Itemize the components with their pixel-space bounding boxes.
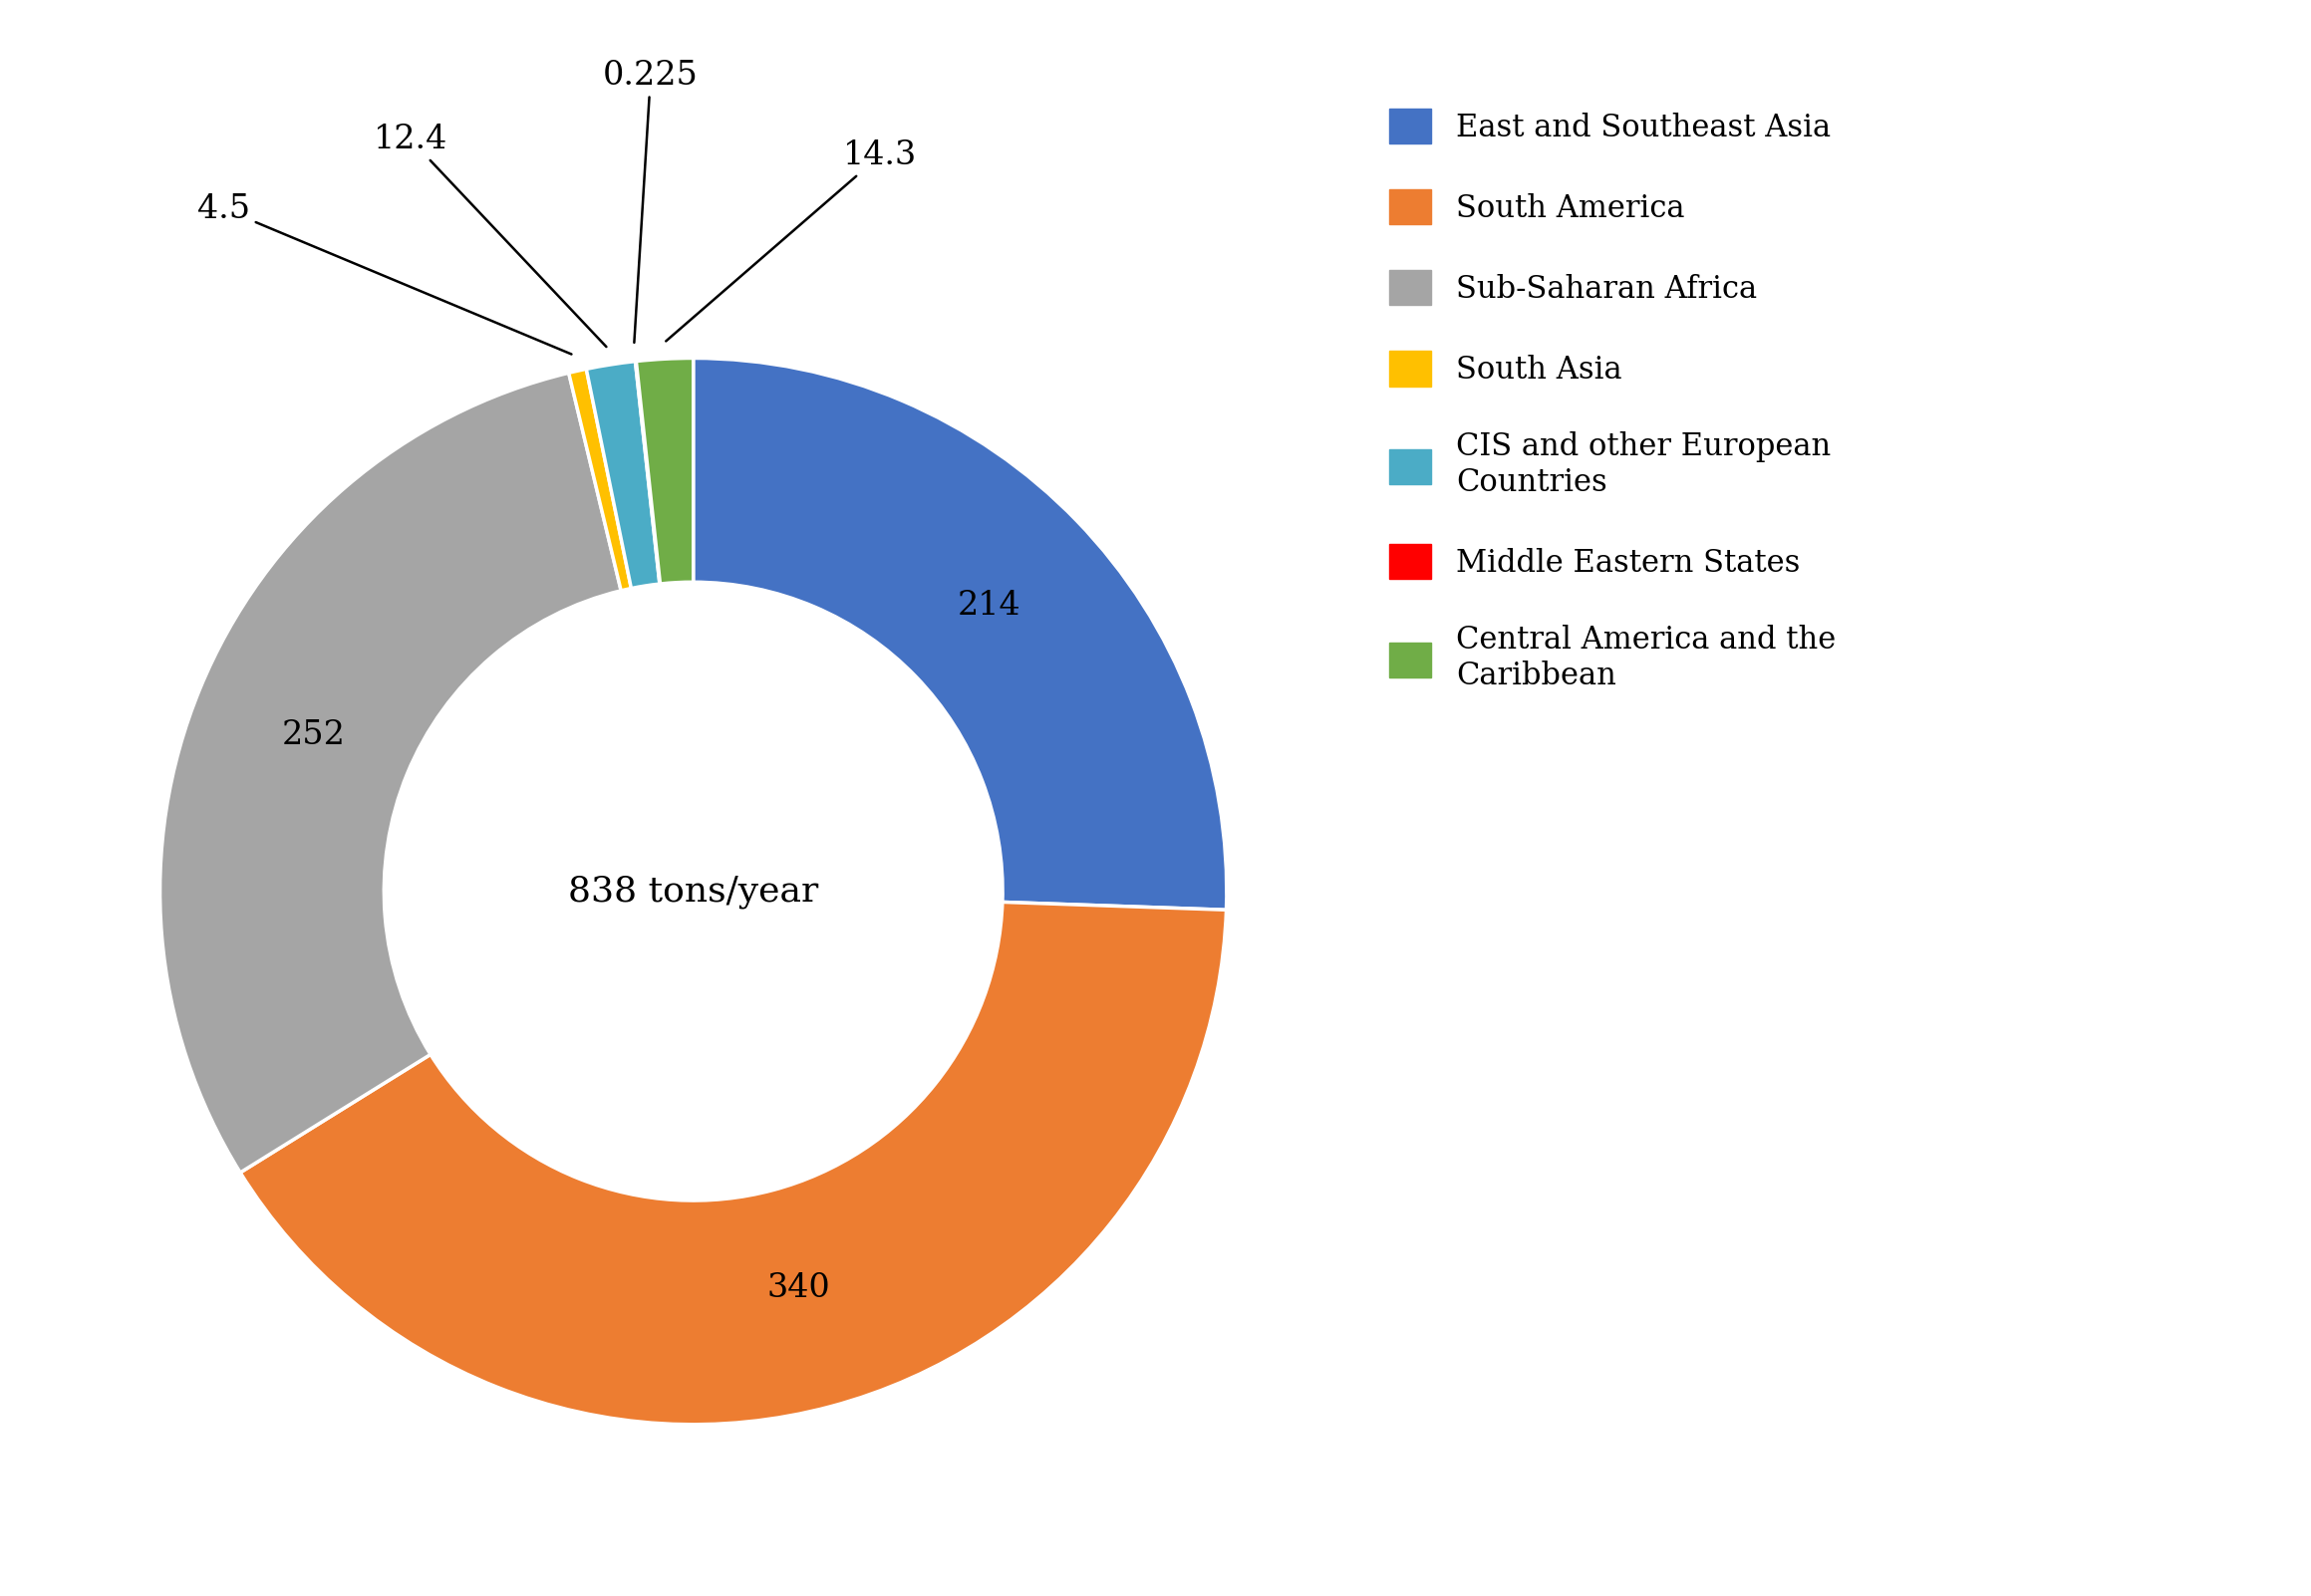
Wedge shape [159, 373, 622, 1173]
Text: 14.3: 14.3 [666, 140, 917, 342]
Text: 4.5: 4.5 [196, 193, 571, 354]
Wedge shape [569, 369, 631, 591]
Wedge shape [587, 361, 659, 589]
Text: 838 tons/year: 838 tons/year [569, 875, 818, 908]
Wedge shape [636, 361, 661, 584]
Text: 252: 252 [282, 720, 344, 752]
Text: 0.225: 0.225 [603, 59, 698, 343]
Text: 214: 214 [957, 591, 1021, 622]
Wedge shape [240, 902, 1227, 1425]
Wedge shape [636, 358, 693, 584]
Legend: East and Southeast Asia, South America, Sub-Saharan Africa, South Asia, CIS and : East and Southeast Asia, South America, … [1389, 109, 1835, 691]
Wedge shape [693, 358, 1227, 910]
Text: 340: 340 [767, 1272, 832, 1304]
Text: 12.4: 12.4 [374, 123, 605, 346]
